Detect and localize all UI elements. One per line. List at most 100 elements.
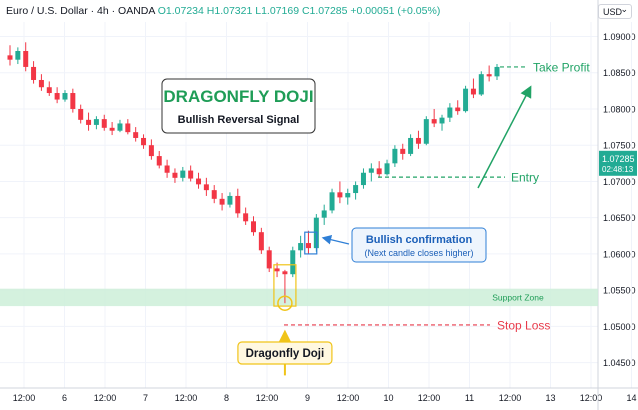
high-value: H1.07321 xyxy=(206,5,253,17)
candle-body xyxy=(235,195,241,214)
candle-body xyxy=(494,66,500,77)
y-tick-label: 1.07500 xyxy=(603,141,636,151)
change-value: +0.00051 (+0.05%) xyxy=(350,5,441,17)
last-price-countdown: 02:48:13 xyxy=(602,165,634,174)
x-tick-label: 11 xyxy=(465,393,474,403)
candle-body xyxy=(54,93,60,100)
candle-body xyxy=(470,88,476,95)
doji-label-box xyxy=(237,341,333,365)
candle-body xyxy=(211,190,217,199)
doji-wick-circle xyxy=(277,295,293,311)
candle-body xyxy=(172,172,178,178)
candle-body xyxy=(196,178,202,185)
candle-body xyxy=(70,93,76,109)
entry-label: Entry xyxy=(511,171,539,185)
last-price-value: 1.07285 xyxy=(602,154,635,164)
y-tick-label: 1.04500 xyxy=(603,358,636,368)
candle-body xyxy=(46,87,52,94)
x-tick-label: 12:00 xyxy=(499,393,522,403)
candle-body xyxy=(384,163,390,175)
candle-body xyxy=(376,168,382,175)
candle-body xyxy=(93,119,99,125)
candle-body xyxy=(478,74,484,95)
y-tick-label: 1.06500 xyxy=(603,213,636,223)
candle-body xyxy=(125,123,131,133)
x-tick-label: 6 xyxy=(62,393,67,403)
candle-body xyxy=(266,250,272,269)
doji-label: Dragonfly Doji xyxy=(246,348,325,360)
candle-body xyxy=(415,137,421,144)
candle-body xyxy=(486,74,492,77)
low-value: L1.07169 xyxy=(255,5,300,17)
chart-header: Euro / U.S. Dollar · 4h · OANDA O1.07234… xyxy=(6,5,440,17)
candle-body xyxy=(109,127,115,131)
confirmation-line2: (Next candle closes higher) xyxy=(364,248,473,258)
candle-body xyxy=(7,55,13,60)
candle-body xyxy=(392,148,398,164)
candle-body xyxy=(463,88,469,112)
candle-body xyxy=(408,137,414,154)
stop-loss-label: Stop Loss xyxy=(497,318,550,332)
candle-body xyxy=(101,119,107,128)
close-value: C1.07285 xyxy=(301,5,348,17)
x-tick-label: 12:00 xyxy=(418,393,441,403)
candle-body xyxy=(337,192,343,198)
support-zone-label: Support Zone xyxy=(492,292,544,302)
candle-body xyxy=(455,107,461,112)
confirmation-line1: Bullish confirmation xyxy=(366,234,473,246)
candle-body xyxy=(274,268,280,272)
y-tick-label: 1.08500 xyxy=(603,68,636,78)
candle-body xyxy=(164,165,170,173)
x-tick-label: 12:00 xyxy=(337,393,360,403)
x-tick-label: 12:00 xyxy=(580,393,603,403)
candle-body xyxy=(188,170,194,179)
title-box xyxy=(161,78,316,134)
candle-body xyxy=(156,156,162,166)
y-tick-label: 1.05000 xyxy=(603,322,636,332)
candle-body xyxy=(282,271,288,275)
symbol-label[interactable]: Euro / U.S. Dollar · 4h · OANDA xyxy=(6,5,155,17)
x-tick-label: 13 xyxy=(545,393,555,403)
target-arrow xyxy=(477,85,532,189)
open-value: O1.07234 xyxy=(157,5,204,17)
candle-body xyxy=(243,213,249,222)
x-tick-label: 8 xyxy=(224,393,229,403)
candle-body xyxy=(251,221,256,233)
x-tick-label: 9 xyxy=(305,393,310,403)
candle-body xyxy=(117,123,123,131)
candle-body xyxy=(447,107,453,118)
subtitle-text: Bullish Reversal Signal xyxy=(178,114,300,126)
x-tick-label: 12:00 xyxy=(256,393,279,403)
confirmation-highlight xyxy=(304,231,318,255)
x-tick-label: 10 xyxy=(383,393,393,403)
candle-body xyxy=(203,184,209,191)
candle-body xyxy=(321,210,327,218)
candle-body xyxy=(400,148,406,154)
x-tick-label: 12:00 xyxy=(94,393,117,403)
candle-body xyxy=(423,119,429,144)
candle-body xyxy=(31,66,37,80)
y-tick-label: 1.06000 xyxy=(603,249,636,259)
take-profit-label: Take Profit xyxy=(533,60,590,74)
y-tick-label: 1.07000 xyxy=(603,177,636,187)
last-price-tag xyxy=(599,150,637,176)
title-text: DRAGONFLY DOJI xyxy=(163,87,313,106)
candle-body xyxy=(38,79,44,88)
candle-body xyxy=(78,108,84,120)
candle-body xyxy=(219,198,225,205)
candle-body xyxy=(86,119,92,125)
candle-body xyxy=(62,93,68,100)
candle-body xyxy=(15,50,21,60)
candle-body xyxy=(345,193,351,198)
candle-body xyxy=(439,117,445,124)
x-tick-label: 14 xyxy=(626,393,636,403)
y-tick-label: 1.05500 xyxy=(603,286,636,296)
candle-body xyxy=(258,232,264,251)
x-tick-label: 12:00 xyxy=(175,393,198,403)
candle-body xyxy=(329,192,335,211)
candle-body xyxy=(180,170,186,178)
confirmation-box xyxy=(351,227,487,263)
doji-highlight-box xyxy=(273,264,297,307)
x-tick-label: 12:00 xyxy=(13,393,36,403)
